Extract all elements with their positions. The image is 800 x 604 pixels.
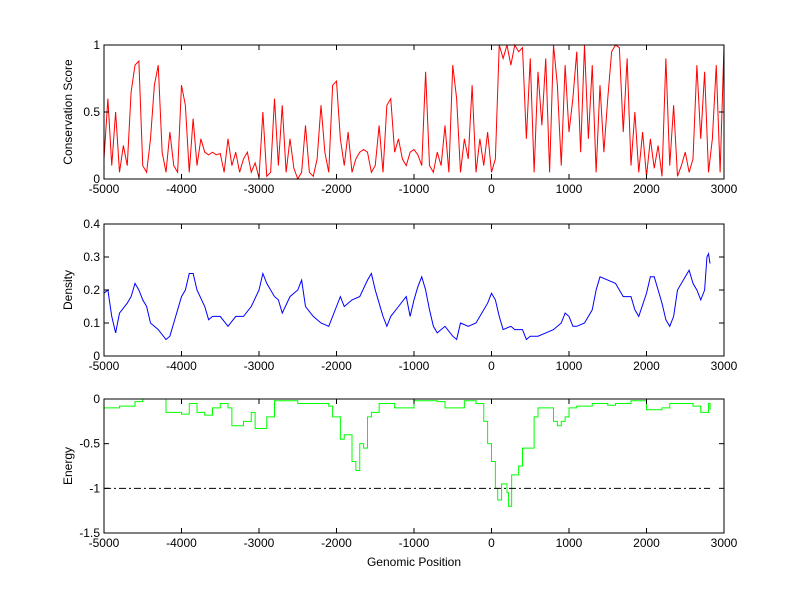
subplot-3: -5000 -4000 -3000 -2000 -1000 0 1000 2000 3000 -1…: [61, 392, 738, 569]
x-tick-label: -5000: [89, 182, 120, 196]
x-tick-label: -4000: [166, 536, 197, 550]
series-line: [104, 398, 711, 507]
series-line: [103, 252, 711, 341]
x-tick-label: 1000: [556, 182, 583, 196]
x-tick-label: 1000: [556, 359, 583, 373]
x-axis-label: Genomic Position: [367, 555, 461, 569]
x-tick-label: -4000: [166, 359, 197, 373]
x-tick-label: -2000: [321, 182, 352, 196]
y-tick-label: 0.3: [83, 250, 100, 264]
y-tick-label: -1: [89, 481, 100, 495]
y-tick-label: 1: [93, 38, 100, 52]
x-tick-label: 2000: [633, 359, 660, 373]
series-line: [103, 43, 725, 181]
x-tick-label: -2000: [321, 359, 352, 373]
x-tick-label: -5000: [89, 359, 120, 373]
x-tick-label: 0: [488, 536, 495, 550]
subplot-1: -5000 -4000 -3000 -2000 -1000 0 1000 2000 3000 0 0…: [61, 38, 738, 196]
axes-box: [103, 398, 725, 534]
x-tick-label: 1000: [556, 536, 583, 550]
x-tick-label: 2000: [633, 536, 660, 550]
y-tick-label: 0.4: [83, 217, 100, 231]
y-tick-label: 0.2: [83, 283, 100, 297]
x-tick-label: -3000: [244, 359, 275, 373]
y-axis-label: Energy: [61, 447, 75, 485]
x-tick-label: -1000: [399, 536, 430, 550]
y-tick-label: 0.1: [83, 316, 100, 330]
x-tick-label: 0: [488, 359, 495, 373]
subplot-2: -5000 -4000 -3000 -2000 -1000 0 1000 2000 3000 0 0…: [61, 217, 738, 373]
x-tick-label: -1000: [399, 359, 430, 373]
y-tick-label: -0.5: [79, 437, 100, 451]
x-tick-label: 0: [488, 182, 495, 196]
x-tick-label: -1000: [399, 182, 430, 196]
y-tick-label: -1.5: [79, 526, 100, 540]
x-tick-label: 3000: [711, 182, 738, 196]
y-tick-label: 0: [93, 172, 100, 186]
x-tick-label: 3000: [711, 359, 738, 373]
x-tick-label: -3000: [244, 182, 275, 196]
y-axis-label: Conservation Score: [61, 59, 75, 165]
x-tick-label: 3000: [711, 536, 738, 550]
x-tick-label: -3000: [244, 536, 275, 550]
x-tick-label: -2000: [321, 536, 352, 550]
y-tick-label: 0: [93, 349, 100, 363]
x-tick-label: -5000: [89, 536, 120, 550]
y-tick-label: 0.5: [83, 105, 100, 119]
y-axis-label: Density: [61, 270, 75, 310]
y-tick-label: 0: [93, 392, 100, 406]
x-tick-label: 2000: [633, 182, 660, 196]
x-tick-label: -4000: [166, 182, 197, 196]
